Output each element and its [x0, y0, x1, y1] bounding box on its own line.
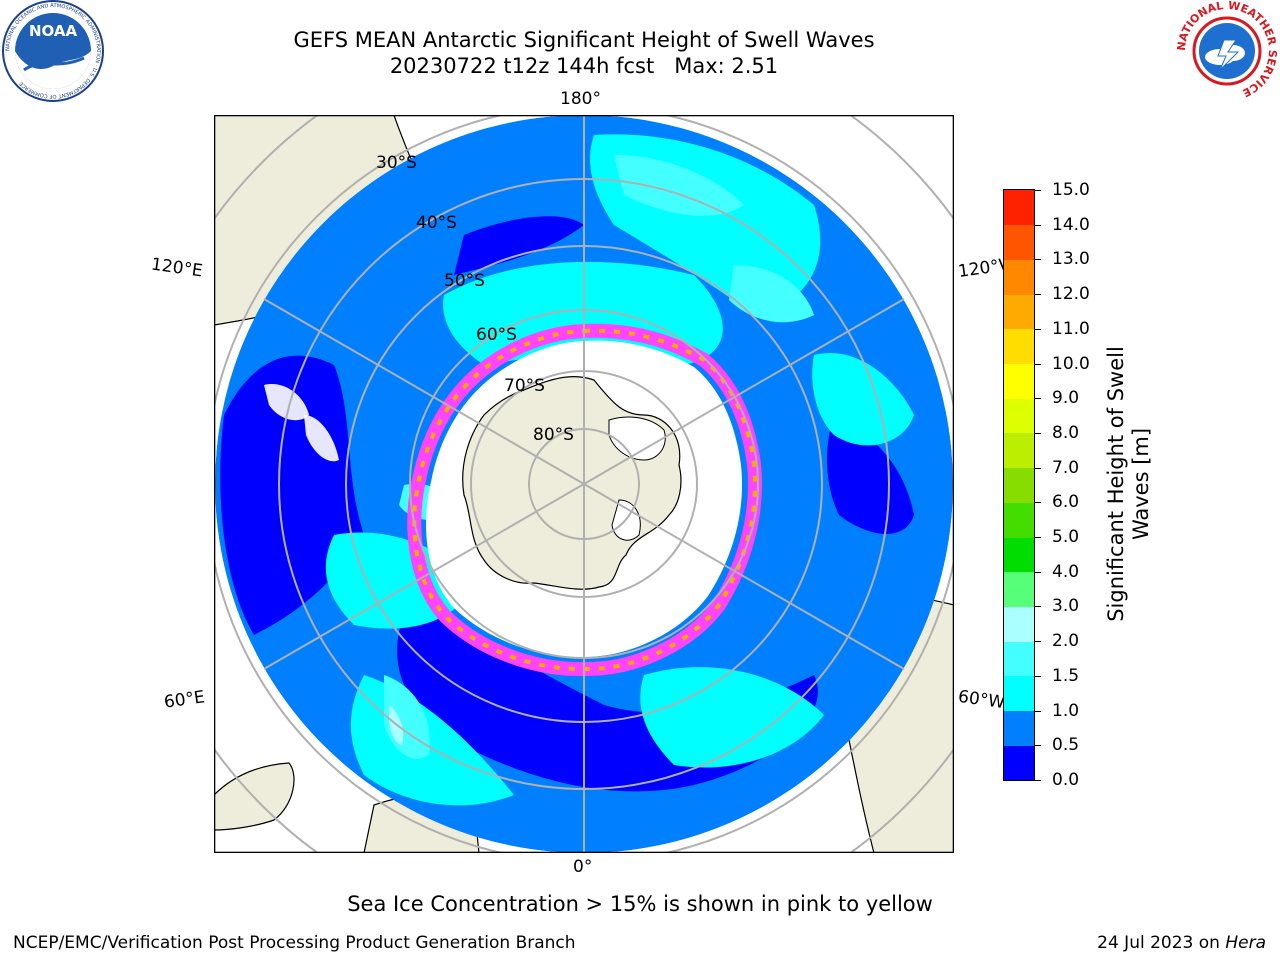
colorbar-tick-label: 7.0: [1052, 458, 1080, 478]
colorbar-tick-label: 1.5: [1052, 666, 1080, 686]
map-title: GEFS MEAN Antarctic Significant Height o…: [293, 28, 875, 52]
colorbar-tick: [1035, 606, 1041, 607]
colorbar: [1003, 189, 1035, 781]
sea-ice-note: Sea Ice Concentration > 15% is shown in …: [0, 891, 1280, 917]
colorbar-tick-label: 6.0: [1052, 492, 1080, 512]
lon-label-120e: 120°E: [149, 254, 204, 282]
colorbar-tick-label: 9.0: [1052, 388, 1080, 408]
lon-label-60w: 60°W: [956, 686, 1007, 714]
lat-label-40s: 40°S: [416, 213, 457, 233]
colorbar-segment: [1004, 363, 1034, 399]
colorbar-tick-label: 5.0: [1052, 527, 1080, 547]
colorbar-tick-label: 2.0: [1052, 631, 1080, 651]
colorbar-tick-label: 0.5: [1052, 735, 1080, 755]
lat-label-30s: 30°S: [376, 153, 417, 173]
colorbar-segment: [1004, 224, 1034, 260]
colorbar-tick: [1035, 676, 1041, 677]
colorbar-segment: [1004, 190, 1034, 226]
colorbar-segment: [1004, 675, 1034, 712]
colorbar-segment: [1004, 398, 1034, 434]
credit-left: NCEP/EMC/Verification Post Processing Pr…: [13, 933, 576, 953]
colorbar-tick: [1035, 572, 1041, 573]
lat-label-60s: 60°S: [476, 325, 517, 345]
lon-label-0: 0°: [573, 857, 593, 877]
colorbar-tick: [1035, 780, 1041, 781]
polar-map: [214, 115, 954, 853]
colorbar-segment: [1004, 641, 1034, 677]
colorbar-tick: [1035, 502, 1041, 503]
colorbar-tick-label: 13.0: [1052, 249, 1090, 269]
colorbar-segment: [1004, 467, 1034, 503]
colorbar-tick: [1035, 259, 1041, 260]
colorbar-segment: [1004, 432, 1034, 469]
credit-host: Hera: [1225, 933, 1266, 953]
colorbar-segment: [1004, 294, 1034, 330]
noaa-logo-text: NOAA: [29, 22, 78, 40]
colorbar-segment: [1004, 259, 1034, 295]
colorbar-tick-label: 14.0: [1052, 215, 1090, 235]
nws-logo: NATIONAL WEATHER SERVICE: [1175, 0, 1279, 102]
colorbar-tick: [1035, 364, 1041, 365]
colorbar-tick: [1035, 294, 1041, 295]
colorbar-tick: [1035, 433, 1041, 434]
colorbar-segment: [1004, 710, 1034, 746]
lon-label-60e: 60°E: [162, 687, 207, 713]
noaa-logo: NOAA NATIONAL OCEANIC AND ATMOSPHERIC AD…: [2, 0, 104, 102]
colorbar-tick: [1035, 711, 1041, 712]
lat-label-80s: 80°S: [533, 425, 574, 445]
colorbar-tick-label: 15.0: [1052, 180, 1090, 200]
lat-label-50s: 50°S: [444, 271, 485, 291]
sea-ice-note-text: Sea Ice Concentration > 15% is shown in …: [347, 892, 933, 916]
colorbar-segment: [1004, 571, 1034, 607]
colorbar-segment: [1004, 502, 1034, 538]
lon-label-180: 180°: [560, 89, 601, 109]
colorbar-tick: [1035, 468, 1041, 469]
colorbar-tick-label: 8.0: [1052, 423, 1080, 443]
graticule: [214, 115, 954, 853]
colorbar-tick-label: 1.0: [1052, 701, 1080, 721]
colorbar-segment: [1004, 606, 1034, 642]
map-subtitle: 20230722 t12z 144h fcst Max: 2.51: [389, 54, 779, 78]
colorbar-segment: [1004, 328, 1034, 365]
colorbar-tick-label: 12.0: [1052, 284, 1090, 304]
colorbar-tick: [1035, 190, 1041, 191]
colorbar-tick-label: 11.0: [1052, 319, 1090, 339]
colorbar-label: Significant Height of Swell Waves [m]: [1104, 346, 1153, 622]
colorbar-tick-label: 10.0: [1052, 354, 1090, 374]
colorbar-tick-label: 0.0: [1052, 770, 1080, 790]
credit-date: 24 Jul 2023 on: [1097, 933, 1226, 953]
colorbar-tick-label: 3.0: [1052, 596, 1080, 616]
colorbar-segment: [1004, 745, 1034, 781]
colorbar-segment: [1004, 537, 1034, 573]
lat-label-70s: 70°S: [504, 376, 545, 396]
colorbar-tick: [1035, 225, 1041, 226]
colorbar-tick: [1035, 329, 1041, 330]
colorbar-tick: [1035, 398, 1041, 399]
colorbar-tick-label: 4.0: [1052, 562, 1080, 582]
credit-right: 24 Jul 2023 on Hera: [1097, 933, 1266, 953]
colorbar-tick: [1035, 641, 1041, 642]
colorbar-tick: [1035, 537, 1041, 538]
colorbar-tick: [1035, 745, 1041, 746]
